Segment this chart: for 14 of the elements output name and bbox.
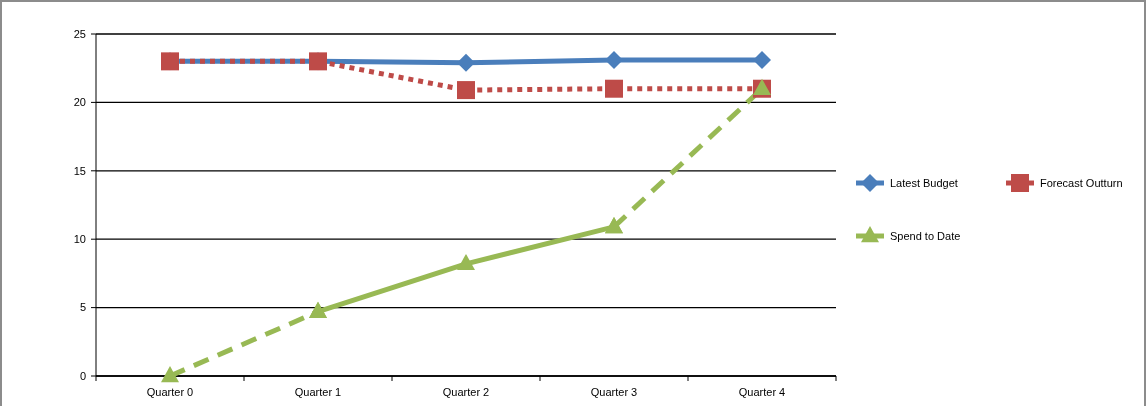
x-tick-label: Quarter 0 <box>146 386 194 398</box>
y-tick-label: 0 <box>79 369 86 382</box>
x-tick-label: Quarter 3 <box>590 386 638 398</box>
y-tick-label: 15 <box>73 164 86 177</box>
y-tick-label: 5 <box>79 301 86 314</box>
y-tick-label: 25 <box>73 27 86 40</box>
legend-label: Forecast Outturn <box>1040 176 1123 189</box>
legend-label: Latest Budget <box>890 176 958 189</box>
legend-label: Spend to Date <box>890 229 961 242</box>
x-tick-label: Quarter 4 <box>738 386 786 398</box>
x-tick-label: Quarter 2 <box>442 386 490 398</box>
y-tick-label: 20 <box>73 96 86 109</box>
x-tick-label: Quarter 1 <box>294 386 342 398</box>
y-tick-label: 10 <box>73 233 86 246</box>
